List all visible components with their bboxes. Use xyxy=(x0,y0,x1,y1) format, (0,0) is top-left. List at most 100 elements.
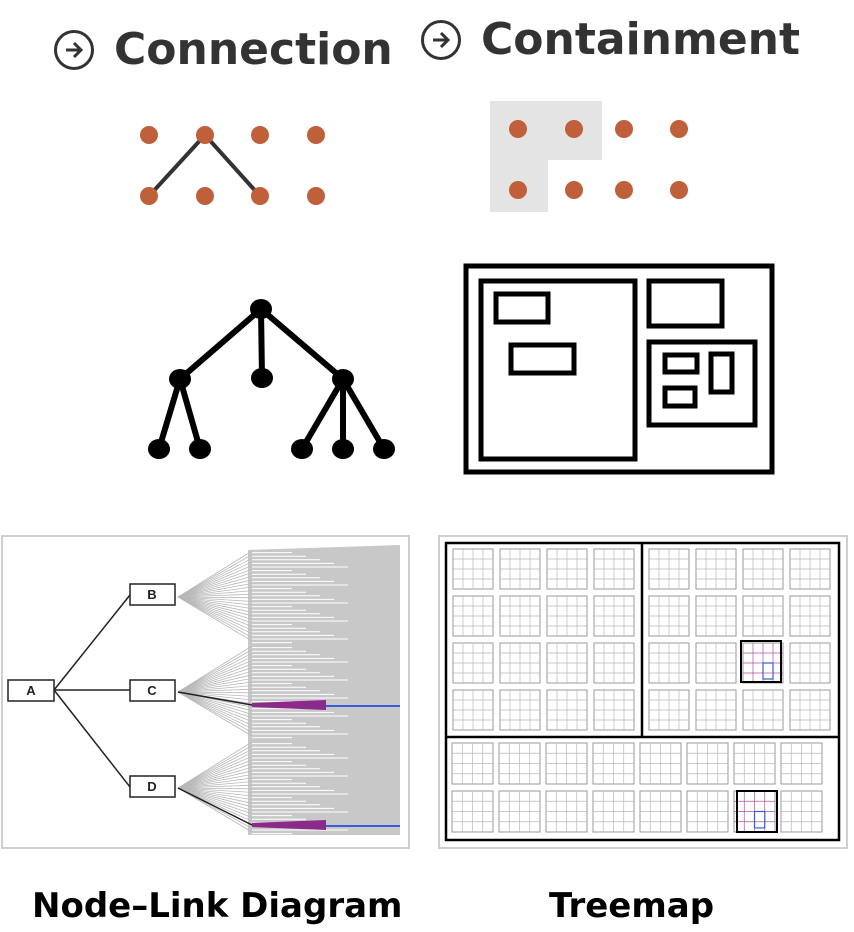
treemap-highlight-leaf xyxy=(753,810,766,829)
fan-line xyxy=(177,596,253,620)
fan-line xyxy=(177,787,253,808)
fan-line xyxy=(177,741,253,789)
arrow-right-circle-icon xyxy=(54,29,94,70)
node-c-label: C xyxy=(147,683,157,698)
containment-dots xyxy=(490,101,688,212)
fan-line xyxy=(177,554,253,598)
fan-line xyxy=(177,579,253,598)
fan-line xyxy=(177,685,253,693)
tree-icon xyxy=(148,299,395,459)
fan-line xyxy=(177,596,253,609)
fan-line xyxy=(177,652,253,693)
fan-line xyxy=(177,784,253,789)
fan-line xyxy=(177,596,253,635)
containment-heading: Containment xyxy=(421,14,800,65)
fan-line xyxy=(177,752,253,789)
fan-line xyxy=(177,596,253,631)
node-a-label: A xyxy=(26,683,36,698)
node-link-panel: A B C D xyxy=(1,535,410,849)
fan-line xyxy=(177,774,253,789)
dot xyxy=(307,187,325,205)
treemap-highlight-leaf xyxy=(762,662,774,680)
fan-line xyxy=(177,787,253,833)
fan-line xyxy=(177,787,253,815)
arrow-right-circle-icon xyxy=(421,19,461,60)
fan-line xyxy=(177,596,253,606)
fan-line xyxy=(177,593,253,598)
fan-line xyxy=(177,787,253,797)
dot xyxy=(140,126,158,144)
fan-line xyxy=(177,660,253,693)
fan-line-highlight xyxy=(177,691,253,706)
fan-line xyxy=(177,691,253,712)
fan-line xyxy=(177,596,253,638)
fan-line xyxy=(177,756,253,789)
fan-line xyxy=(177,583,253,598)
fan-line xyxy=(177,663,253,693)
fan-line xyxy=(177,787,253,818)
nested-boxes-icon xyxy=(463,263,775,475)
dot xyxy=(307,126,325,144)
fan-line xyxy=(177,572,253,598)
fan-line xyxy=(177,667,253,693)
dot xyxy=(509,181,527,199)
fan-line xyxy=(177,691,253,694)
fan-line xyxy=(177,645,253,693)
fan-line xyxy=(177,596,253,613)
fan-line xyxy=(177,763,253,789)
fan-line xyxy=(177,759,253,789)
fan-line xyxy=(177,575,253,598)
fan-line xyxy=(177,691,253,719)
fan-line xyxy=(177,781,253,789)
containment-region xyxy=(490,101,602,212)
fan-line xyxy=(177,745,253,789)
dot xyxy=(196,126,214,144)
fan-line xyxy=(177,586,253,598)
connection-title: Connection xyxy=(114,24,393,75)
treemap-caption: Treemap xyxy=(549,886,715,926)
fan-line xyxy=(177,565,253,598)
dot xyxy=(615,120,633,138)
dot xyxy=(565,120,583,138)
fan-line xyxy=(177,748,253,789)
fan-line xyxy=(177,770,253,789)
treemap-highlight xyxy=(740,640,782,683)
fan-line xyxy=(177,596,253,599)
fan-line xyxy=(177,596,253,624)
fan-line xyxy=(177,670,253,693)
fan-line xyxy=(177,674,253,693)
fan-line xyxy=(177,649,253,693)
fan-line xyxy=(177,787,253,793)
fan-line-highlight xyxy=(177,787,253,826)
fan-line xyxy=(177,691,253,715)
containment-title: Containment xyxy=(481,14,801,65)
fan-line xyxy=(177,596,253,617)
dot xyxy=(509,120,527,138)
fan-line xyxy=(177,787,253,804)
fan-line xyxy=(177,678,253,693)
node-b-box xyxy=(129,583,176,606)
fan-line xyxy=(177,590,253,598)
node-d-label: D xyxy=(147,779,156,794)
fan-line xyxy=(177,681,253,693)
fan-line xyxy=(177,691,253,730)
fan-line xyxy=(177,691,253,697)
fan-line xyxy=(177,557,253,598)
fan-line xyxy=(177,777,253,789)
fan-line xyxy=(177,596,253,642)
fan-line xyxy=(177,550,253,598)
fan-line xyxy=(177,691,253,737)
fan-line xyxy=(177,787,253,790)
dot xyxy=(670,181,688,199)
connection-heading: Connection xyxy=(54,24,393,75)
fan-line xyxy=(177,568,253,598)
fan-line xyxy=(177,691,253,701)
node-link-caption: Node–Link Diagram xyxy=(32,886,403,926)
fan-line xyxy=(177,766,253,789)
connection-dots xyxy=(140,126,325,205)
node-b-label: B xyxy=(147,587,156,602)
fan-line xyxy=(177,787,253,811)
treemap-panel xyxy=(438,535,848,849)
dot xyxy=(251,187,269,205)
